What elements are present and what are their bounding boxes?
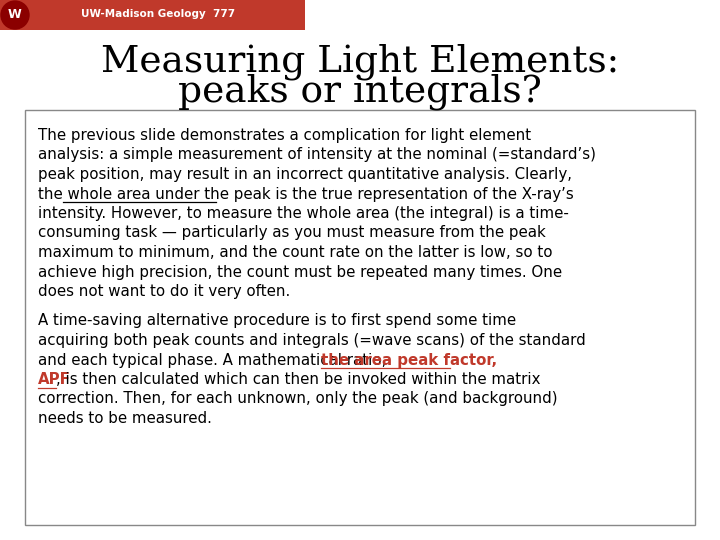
Text: , is then calculated which can then be invoked within the matrix: , is then calculated which can then be i…: [56, 372, 541, 387]
Text: intensity. However, to measure the whole area (the integral) is a time-: intensity. However, to measure the whole…: [38, 206, 569, 221]
Text: The previous slide demonstrates a complication for light element: The previous slide demonstrates a compli…: [38, 128, 531, 143]
Text: consuming task — particularly as you must measure from the peak: consuming task — particularly as you mus…: [38, 226, 546, 240]
Text: acquiring both peak counts and integrals (=wave scans) of the standard: acquiring both peak counts and integrals…: [38, 333, 586, 348]
Text: W: W: [8, 8, 22, 21]
Text: correction. Then, for each unknown, only the peak (and background): correction. Then, for each unknown, only…: [38, 392, 557, 407]
Text: analysis: a simple measurement of intensity at the nominal (=standard’s): analysis: a simple measurement of intens…: [38, 147, 596, 163]
Text: does not want to do it very often.: does not want to do it very often.: [38, 284, 290, 299]
Text: Measuring Light Elements:: Measuring Light Elements:: [101, 44, 619, 80]
Text: and each typical phase. A mathematical ratio,: and each typical phase. A mathematical r…: [38, 353, 391, 368]
Text: APF: APF: [38, 372, 71, 387]
Text: achieve high precision, the count must be repeated many times. One: achieve high precision, the count must b…: [38, 265, 562, 280]
Text: A time-saving alternative procedure is to first spend some time: A time-saving alternative procedure is t…: [38, 314, 516, 328]
Circle shape: [1, 1, 29, 29]
Text: peak position, may result in an incorrect quantitative analysis. Clearly,: peak position, may result in an incorrec…: [38, 167, 572, 182]
Text: maximum to minimum, and the count rate on the latter is low, so to: maximum to minimum, and the count rate o…: [38, 245, 552, 260]
Bar: [25, 110, 695, 525]
Text: peaks or integrals?: peaks or integrals?: [178, 74, 542, 110]
Text: the whole area under the peak is the true representation of the X-ray’s: the whole area under the peak is the tru…: [38, 186, 574, 201]
Text: the area peak factor,: the area peak factor,: [321, 353, 497, 368]
Text: needs to be measured.: needs to be measured.: [38, 411, 212, 426]
Text: UW-Madison Geology  777: UW-Madison Geology 777: [81, 9, 235, 19]
Bar: [0, 0, 305, 30]
